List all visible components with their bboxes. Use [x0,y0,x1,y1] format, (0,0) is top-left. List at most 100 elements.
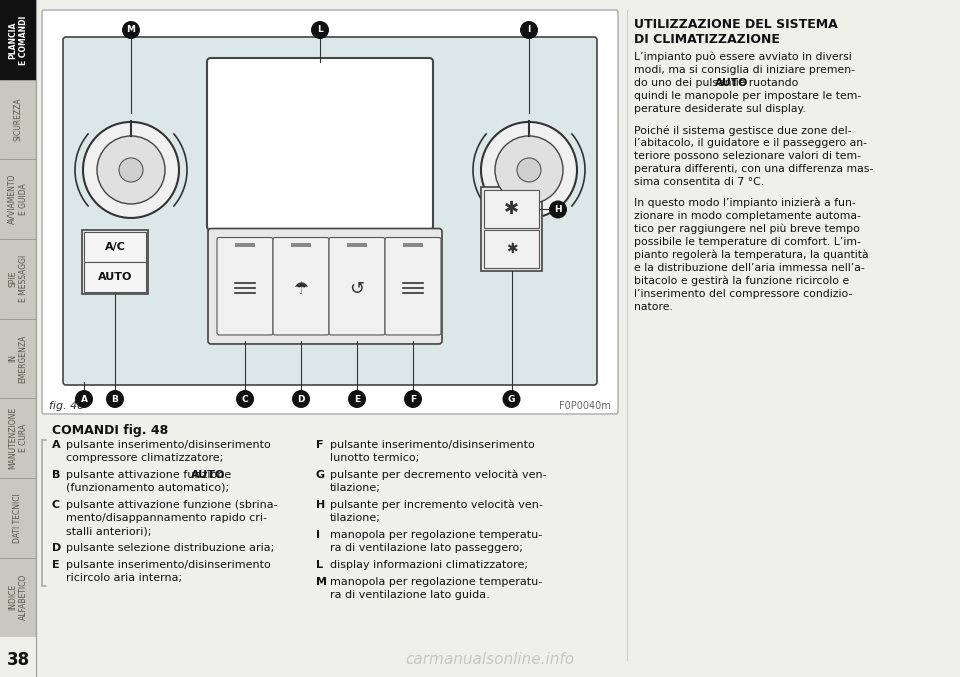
Text: tico per raggiungere nel più breve tempo: tico per raggiungere nel più breve tempo [634,224,860,234]
Text: M: M [127,26,135,35]
Text: fig. 48: fig. 48 [49,401,84,411]
Text: teriore possono selezionare valori di tem-: teriore possono selezionare valori di te… [634,151,861,161]
Text: I: I [527,26,531,35]
Text: D: D [52,543,61,553]
Text: ra di ventilazione lato passeggero;: ra di ventilazione lato passeggero; [330,543,523,553]
FancyBboxPatch shape [208,229,442,344]
Text: bitacolo e gestirà la funzione ricircolo e: bitacolo e gestirà la funzione ricircolo… [634,276,850,286]
Text: pulsante attivazione funzione (sbrina-: pulsante attivazione funzione (sbrina- [66,500,277,510]
FancyBboxPatch shape [63,37,597,385]
Bar [234,242,255,246]
Text: F0P0040m: F0P0040m [560,401,611,411]
Text: e la distribuzione dell’aria immessa nell’a-: e la distribuzione dell’aria immessa nel… [634,263,865,273]
Text: pulsante per incremento velocità ven-: pulsante per incremento velocità ven- [330,500,542,510]
Text: pulsante inserimento/disinserimento: pulsante inserimento/disinserimento [66,560,271,570]
Text: peratura differenti, con una differenza mas-: peratura differenti, con una differenza … [634,164,874,174]
Text: I: I [316,530,320,540]
Circle shape [495,136,563,204]
Text: A: A [52,440,60,450]
Text: E: E [52,560,60,570]
Text: tilazione;: tilazione; [330,513,381,523]
Circle shape [549,200,567,219]
FancyBboxPatch shape [385,238,441,335]
Bar [484,190,539,228]
Text: pulsante inserimento/disinserimento: pulsante inserimento/disinserimento [66,440,271,450]
Text: F: F [410,395,416,403]
Text: G: G [316,470,325,480]
Text: l’inserimento del compressore condizio-: l’inserimento del compressore condizio- [634,289,852,299]
Text: l’abitacolo, il guidatore e il passeggero an-: l’abitacolo, il guidatore e il passegger… [634,138,867,148]
Bar [481,188,542,271]
Text: ☂: ☂ [294,280,308,299]
Text: H: H [554,205,562,214]
Text: pulsante per decremento velocità ven-: pulsante per decremento velocità ven- [330,470,546,481]
Text: F: F [316,440,324,450]
Text: L: L [316,560,323,570]
Text: COMANDI fig. 48: COMANDI fig. 48 [52,424,168,437]
Text: E: E [354,395,360,403]
Text: UTILIZZAZIONE DEL SISTEMA: UTILIZZAZIONE DEL SISTEMA [634,18,838,31]
Text: SICUREZZA: SICUREZZA [13,97,22,141]
Text: DATI TECNICI: DATI TECNICI [13,493,22,542]
Text: AUTO: AUTO [191,470,226,480]
Text: AUTO: AUTO [98,271,132,282]
Circle shape [106,390,124,408]
Text: L: L [317,26,323,35]
Bar [291,242,311,246]
Bar [0,398,36,478]
Text: IN
EMERGENZA: IN EMERGENZA [9,334,28,383]
Text: PLANCIA
E COMANDI: PLANCIA E COMANDI [9,15,28,64]
Circle shape [119,158,143,182]
Bar [84,232,146,261]
Text: zionare in modo completamente automa-: zionare in modo completamente automa- [634,211,861,221]
FancyBboxPatch shape [217,238,273,335]
Text: compressore climatizzatore;: compressore climatizzatore; [66,453,224,463]
Text: modi, ma si consiglia di iniziare premen-: modi, ma si consiglia di iniziare premen… [634,65,855,75]
Text: SPIE
E MESSAGGI: SPIE E MESSAGGI [9,255,28,303]
Text: do uno dei pulsanti: do uno dei pulsanti [634,78,742,88]
Bar [0,558,36,637]
Circle shape [348,390,366,408]
Circle shape [502,390,520,408]
Text: G: G [508,395,516,403]
Text: sima consentita di 7 °C.: sima consentita di 7 °C. [634,177,764,187]
Text: L’impianto può essere avviato in diversi: L’impianto può essere avviato in diversi [634,52,852,62]
Circle shape [520,21,538,39]
Bar [0,239,36,319]
Text: 38: 38 [7,651,30,669]
Circle shape [122,21,140,39]
Text: C: C [242,395,249,403]
Text: MANUTENZIONE
E CURA: MANUTENZIONE E CURA [9,407,28,469]
Text: C: C [52,500,60,510]
Text: pulsante attivazione funzione: pulsante attivazione funzione [66,470,235,480]
Text: display informazioni climatizzatore;: display informazioni climatizzatore; [330,560,528,570]
Text: AUTO: AUTO [715,78,749,88]
Circle shape [75,390,93,408]
Text: lunotto termico;: lunotto termico; [330,453,420,463]
Circle shape [481,122,577,218]
Text: A/C: A/C [105,242,126,252]
Bar [0,80,36,159]
Bar [82,230,148,294]
Text: ✱: ✱ [506,242,517,257]
Text: DI CLIMATIZZAZIONE: DI CLIMATIZZAZIONE [634,33,780,46]
Bar [0,478,36,558]
Text: H: H [316,500,325,510]
Text: mento/disappannamento rapido cri-: mento/disappannamento rapido cri- [66,513,267,523]
Circle shape [83,122,179,218]
Text: B: B [111,395,118,403]
Bar [484,230,539,269]
Circle shape [236,390,254,408]
Text: D: D [298,395,304,403]
FancyBboxPatch shape [42,10,618,414]
Text: pulsante selezione distribuzione aria;: pulsante selezione distribuzione aria; [66,543,275,553]
Text: B: B [52,470,60,480]
FancyBboxPatch shape [273,238,329,335]
Text: ra di ventilazione lato guida.: ra di ventilazione lato guida. [330,590,490,600]
Text: natore.: natore. [634,302,673,312]
Text: pianto regolerà la temperatura, la quantità: pianto regolerà la temperatura, la quant… [634,250,869,261]
Text: AVVIAMENTO
E GUIDA: AVVIAMENTO E GUIDA [9,174,28,224]
Bar [402,242,423,246]
Text: perature desiderate sul display.: perature desiderate sul display. [634,104,805,114]
FancyBboxPatch shape [207,58,433,230]
